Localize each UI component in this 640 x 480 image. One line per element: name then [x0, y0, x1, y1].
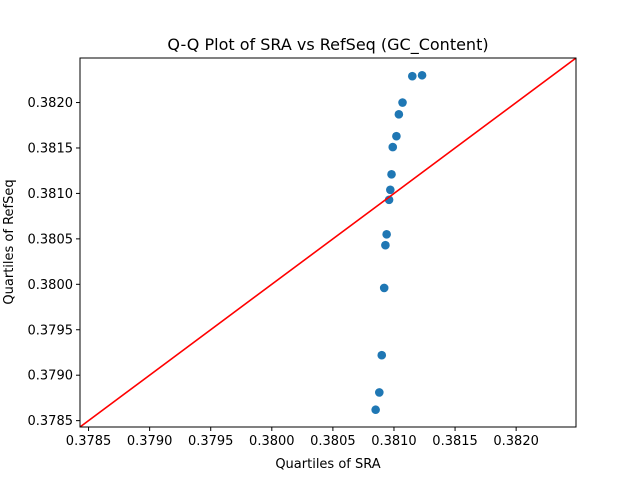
y-tick-label: 0.3790 — [28, 369, 74, 384]
x-tick-label: 0.3790 — [127, 434, 173, 449]
x-axis-label: Quartiles of SRA — [275, 457, 380, 472]
x-tick-label: 0.3785 — [66, 434, 112, 449]
data-point — [392, 131, 401, 141]
x-tick-label: 0.3820 — [493, 434, 539, 449]
data-point — [386, 185, 395, 195]
axes-frame — [79, 57, 577, 428]
data-point — [381, 240, 390, 250]
data-point — [407, 71, 417, 81]
data-point — [382, 230, 391, 239]
data-point — [379, 283, 389, 293]
x-tick-label: 0.3805 — [310, 434, 356, 449]
data-point — [417, 70, 427, 80]
data-point — [398, 98, 407, 107]
y-tick-label: 0.3810 — [28, 187, 74, 202]
x-tick-label: 0.3795 — [188, 434, 234, 449]
y-tick-label: 0.3795 — [28, 323, 74, 338]
reference-line — [80, 58, 576, 427]
y-tick-label: 0.3820 — [28, 96, 74, 111]
data-point — [377, 350, 387, 360]
data-point — [387, 170, 396, 179]
data-point — [371, 405, 380, 415]
y-tick-label: 0.3800 — [28, 278, 74, 293]
data-point — [394, 110, 404, 119]
data-point — [375, 388, 384, 397]
chart-title: Q-Q Plot of SRA vs RefSeq (GC_Content) — [167, 35, 488, 55]
y-tick-label: 0.3815 — [28, 141, 74, 156]
plot-area — [79, 57, 577, 428]
y-tick-label: 0.3785 — [28, 414, 74, 429]
data-point — [388, 142, 398, 152]
axis-ticks: 0.3785 0.3790 0.3795 0.3800 0.3805 0.3810 0.38… — [28, 96, 539, 449]
y-tick-label: 0.3805 — [28, 232, 74, 247]
x-tick-label: 0.3815 — [432, 434, 478, 449]
x-tick-label: 0.3810 — [371, 434, 417, 449]
y-axis-label: Quartiles of RefSeq — [2, 179, 17, 304]
data-point — [384, 195, 394, 205]
x-tick-label: 0.3800 — [249, 434, 295, 449]
